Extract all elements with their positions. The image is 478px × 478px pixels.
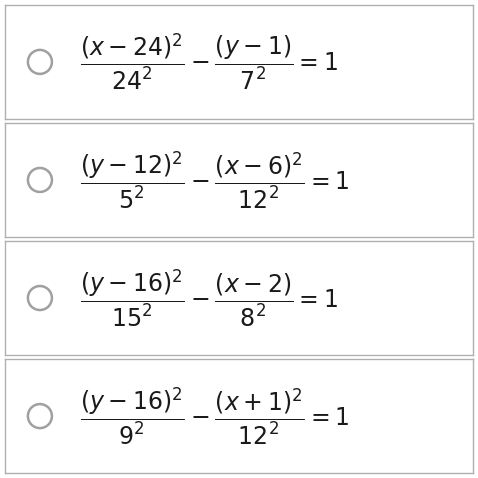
Ellipse shape — [28, 168, 52, 192]
Text: $\dfrac{(x-24)^2}{24^2} - \dfrac{(y-1)}{7^2} = 1$: $\dfrac{(x-24)^2}{24^2} - \dfrac{(y-1)}{… — [80, 32, 338, 92]
Ellipse shape — [28, 404, 52, 428]
Ellipse shape — [28, 50, 52, 74]
Text: $\dfrac{(y-16)^2}{9^2} - \dfrac{(x+1)^2}{12^2} = 1$: $\dfrac{(y-16)^2}{9^2} - \dfrac{(x+1)^2}… — [80, 385, 349, 447]
Text: $\dfrac{(y-16)^2}{15^2} - \dfrac{(x-2)}{8^2} = 1$: $\dfrac{(y-16)^2}{15^2} - \dfrac{(x-2)}{… — [80, 267, 338, 329]
Text: $\dfrac{(y-12)^2}{5^2} - \dfrac{(x-6)^2}{12^2} = 1$: $\dfrac{(y-12)^2}{5^2} - \dfrac{(x-6)^2}… — [80, 149, 349, 211]
Ellipse shape — [28, 286, 52, 310]
